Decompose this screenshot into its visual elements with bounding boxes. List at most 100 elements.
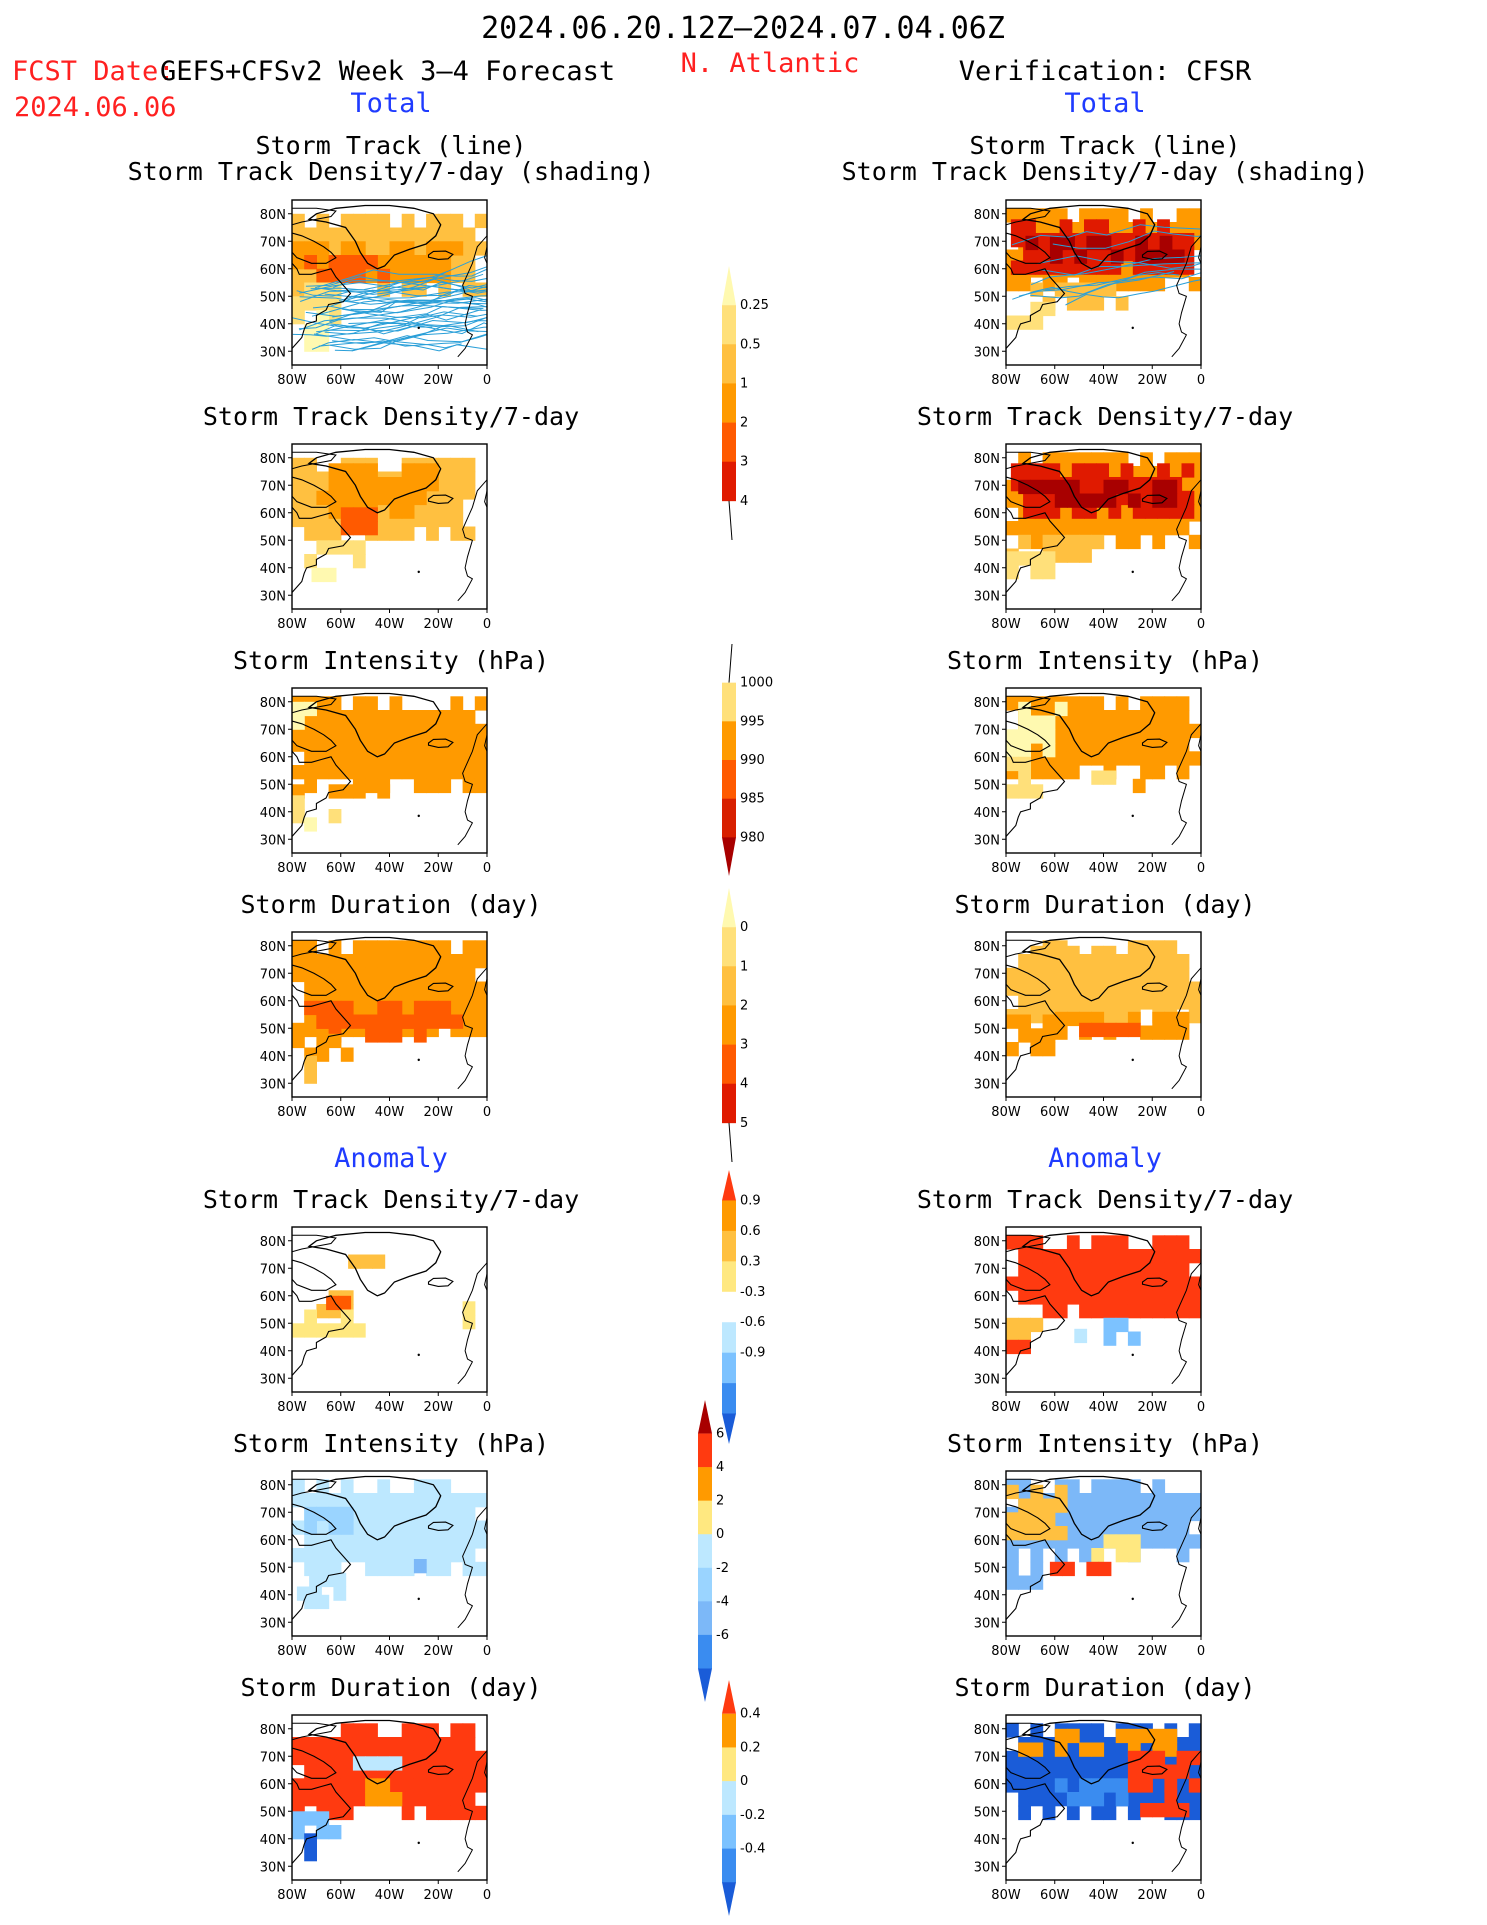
shade-cell [352,227,366,242]
iceland-coast [1141,250,1168,260]
shade-cell [304,268,317,284]
shade-cell [352,1506,366,1522]
shade-cell [1188,1723,1201,1738]
shade-cell [401,255,415,270]
shade-cell [413,1778,427,1793]
lat-tick-label: 70N [974,967,1000,982]
shade-cell [462,1764,476,1779]
shade-cell [328,723,342,739]
shade-cell [438,981,452,996]
shade-cell [462,954,476,969]
colorbar-level-label: 0.6 [740,1224,761,1239]
shade-cell [1176,1276,1190,1291]
shade-cell [304,1792,317,1807]
baffin-coast [292,720,337,752]
scandinavia-coast [484,1756,487,1779]
scandinavia-coast [1198,1756,1201,1779]
shade-cell [1115,222,1129,237]
shade-cell [1049,235,1063,251]
lat-tick-label: 60N [974,995,1000,1010]
shade-cell [1115,479,1129,495]
verification-label: Verification: CFSR [958,56,1252,87]
shade-cell [1030,565,1044,580]
shade-cell [377,1756,391,1771]
north-america-coast [1006,1533,1066,1620]
shade-cell [1152,1764,1166,1779]
iceland-coast [1141,738,1168,748]
colorbar-intensity-anomaly: 6 4 2 0 -2 -4 -6 [698,1400,729,1702]
shade-cell [1096,260,1109,275]
shade-cell [426,1479,439,1494]
shade-cell [304,485,317,500]
shade-cell [438,1506,452,1522]
shade-cell [365,696,378,711]
shade-cell [474,737,487,752]
lat-tick-label: 30N [974,1372,1000,1387]
lat-tick-label: 70N [974,723,1000,738]
storm-track-line [313,333,462,349]
shade-cell [1164,967,1178,983]
shade-cell [389,751,403,766]
shade-cell [1054,765,1068,780]
arctic-islands-coast [1006,451,1051,470]
shade-cell [438,1737,452,1752]
shade-cell [401,967,415,983]
lon-tick-label: 0 [1197,1644,1205,1659]
shade-cell [401,954,415,969]
azores-island [417,570,420,574]
shade-cell [304,1778,317,1793]
shade-cell [352,463,366,478]
shade-cell [438,1548,452,1563]
shade-cell [340,737,354,752]
shade-cell [365,765,378,780]
shade-cell [1054,1526,1068,1541]
europe-coast [457,1262,487,1385]
shade-cell [413,940,427,955]
shade-cell [1091,452,1105,467]
shade-cell [1054,493,1068,508]
map-density-verification: 80N 70N 60N 50N 40N 30N 80W 60W 40W 20W 0 [974,443,1205,632]
shade-cell [450,1534,464,1549]
shade-cell [450,1493,464,1508]
shade-cell [1152,1792,1166,1807]
shade-cell [474,1520,487,1535]
shade-cell [304,1000,317,1016]
shade-cell [1127,1493,1141,1508]
lon-tick-label: 0 [483,373,491,388]
north-america-coast [1006,1289,1066,1376]
lat-tick-label: 60N [260,995,286,1010]
shade-cell [377,1778,391,1793]
shade-cell [1066,1235,1080,1250]
shade-cell [1115,1764,1129,1779]
shade-cell [1115,534,1129,550]
shade-cell [474,981,487,996]
shade-cell [352,696,366,711]
shade-cell [340,1723,354,1738]
shade-cell [365,1028,378,1043]
shade-cell [426,463,439,478]
shade-cell [1091,1290,1105,1305]
lon-tick-label: 80W [991,617,1021,632]
lat-tick-label: 50N [260,290,286,305]
shade-cell [413,981,427,996]
shade-cell [1006,565,1019,580]
lon-tick-label: 0 [483,617,491,632]
shade-cell [389,1792,403,1807]
scandinavia-coast [1198,1512,1201,1535]
colorbar-segment [722,1383,736,1414]
shade-cell [1059,219,1073,234]
shade-cell [1103,1290,1117,1305]
shade-cell [1030,1764,1044,1779]
lat-tick-label: 30N [974,345,1000,360]
shade-cell [1127,1792,1141,1807]
shade-cell [352,981,366,996]
lon-tick-label: 0 [483,1644,491,1659]
shade-cell [1152,1479,1166,1494]
shade-cell [1066,765,1080,780]
map-track-verification: 80N 70N 60N 50N 40N 30N 80W 60W 40W 20W 0 [974,199,1205,388]
lat-tick-label: 80N [974,208,1000,223]
shade-cell [1115,208,1129,223]
lat-tick-label: 50N [260,1022,286,1037]
shade-cell [328,751,342,766]
colorbar-segment [698,1433,712,1468]
